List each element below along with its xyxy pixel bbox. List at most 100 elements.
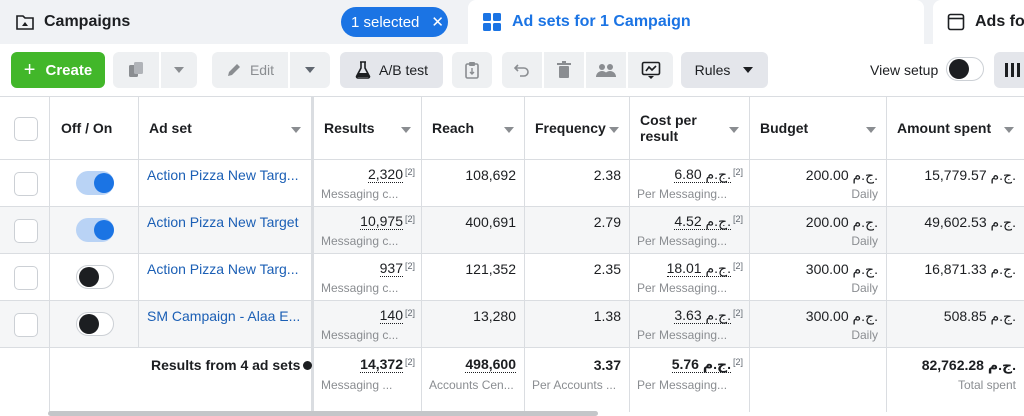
selected-count-pill[interactable]: 1 selected ✕ bbox=[341, 7, 448, 37]
results-type: Messaging c... bbox=[321, 187, 399, 201]
table-row[interactable]: Action Pizza New Targ... 937 [2] Messagi… bbox=[0, 254, 1024, 301]
view-setup-toggle[interactable] bbox=[946, 57, 984, 81]
edit-button[interactable]: Edit bbox=[212, 52, 288, 88]
ab-test-label: A/B test bbox=[378, 62, 429, 78]
adset-name-link[interactable]: Action Pizza New Targ... bbox=[147, 261, 299, 277]
cost-per-result-value[interactable]: 4.52 ج.م. bbox=[674, 213, 731, 230]
sort-icon[interactable] bbox=[609, 127, 619, 133]
total-results-value[interactable]: 14,372 bbox=[360, 356, 403, 373]
header-select-cell bbox=[0, 97, 50, 159]
table-row[interactable]: Action Pizza New Targ... 2,320 [2] Messa… bbox=[0, 160, 1024, 207]
sort-icon[interactable] bbox=[866, 127, 876, 133]
table-row[interactable]: Action Pizza New Target 10,975 [2] Messa… bbox=[0, 207, 1024, 254]
budget-value[interactable]: 300.00 ج.م. bbox=[805, 308, 878, 324]
cost-per-result-type: Per Messaging... bbox=[637, 187, 728, 201]
preview-button[interactable] bbox=[628, 52, 673, 88]
header-results[interactable]: Results bbox=[314, 97, 422, 159]
header-budget[interactable]: Budget bbox=[750, 97, 887, 159]
table-row[interactable]: SM Campaign - Alaa E... 140 [2] Messagin… bbox=[0, 301, 1024, 348]
results-type: Messaging c... bbox=[321, 328, 399, 342]
amount-spent-value: 49,602.53 ج.م. bbox=[924, 214, 1016, 230]
rules-button[interactable]: Rules bbox=[681, 52, 768, 88]
sort-icon[interactable] bbox=[1004, 127, 1014, 133]
header-results-label: Results bbox=[324, 120, 375, 136]
columns-button[interactable] bbox=[994, 52, 1024, 88]
audience-button[interactable] bbox=[586, 52, 626, 88]
adset-name-link[interactable]: SM Campaign - Alaa E... bbox=[147, 308, 301, 324]
header-adset[interactable]: Ad set bbox=[139, 97, 314, 159]
create-label: Create bbox=[45, 61, 93, 79]
row-checkbox[interactable] bbox=[14, 266, 38, 290]
toolbar: + Create Edit A/B test bbox=[0, 44, 1024, 96]
people-icon bbox=[596, 62, 616, 78]
total-amount-spent-type: Total spent bbox=[957, 378, 1016, 392]
total-cost-per-result-value[interactable]: 5.76 ج.م. bbox=[671, 356, 731, 373]
sort-icon[interactable] bbox=[504, 127, 514, 133]
header-frequency[interactable]: Frequency bbox=[525, 97, 630, 159]
adset-toggle[interactable] bbox=[76, 265, 114, 289]
footnote-ref: [2] bbox=[732, 357, 743, 367]
total-results-type: Messaging ... bbox=[321, 378, 393, 392]
sort-icon[interactable] bbox=[729, 127, 739, 133]
header-budget-label: Budget bbox=[760, 120, 809, 136]
cost-per-result-type: Per Messaging... bbox=[637, 234, 728, 248]
row-checkbox[interactable] bbox=[14, 172, 38, 196]
reach-value: 121,352 bbox=[465, 261, 516, 277]
cost-per-result-value[interactable]: 6.80 ج.م. bbox=[674, 166, 731, 183]
footnote-ref: [2] bbox=[732, 261, 743, 271]
frequency-value: 2.38 bbox=[593, 167, 621, 183]
chevron-down-icon bbox=[304, 66, 316, 74]
footnote-ref: [2] bbox=[404, 308, 415, 318]
results-value[interactable]: 2,320 bbox=[367, 166, 403, 183]
duplicate-button[interactable] bbox=[113, 52, 159, 88]
totals-label: Results from 4 ad sets bbox=[151, 357, 301, 373]
sort-icon[interactable] bbox=[401, 127, 411, 133]
footnote-ref: [2] bbox=[404, 357, 415, 367]
header-amount-spent[interactable]: Amount spent bbox=[887, 97, 1024, 159]
delete-button[interactable] bbox=[544, 52, 584, 88]
tab-campaigns-label: Campaigns bbox=[44, 13, 131, 30]
header-onoff-label: Off / On bbox=[61, 120, 113, 136]
edit-dropdown-button[interactable] bbox=[290, 52, 330, 88]
tab-ads[interactable]: Ads fo bbox=[933, 0, 1024, 44]
adset-name-link[interactable]: Action Pizza New Targ... bbox=[147, 167, 299, 183]
undo-icon bbox=[514, 62, 530, 78]
clipboard-button[interactable] bbox=[452, 52, 492, 88]
rules-label: Rules bbox=[694, 62, 731, 78]
selected-count-label: 1 selected bbox=[351, 13, 420, 31]
header-cost-per-result[interactable]: Cost per result bbox=[630, 97, 750, 159]
chevron-down-icon bbox=[173, 66, 185, 74]
results-value[interactable]: 140 bbox=[379, 307, 403, 324]
horizontal-scrollbar[interactable] bbox=[48, 411, 598, 416]
cost-per-result-value[interactable]: 3.63 ج.م. bbox=[674, 307, 731, 324]
budget-value[interactable]: 200.00 ج.م. bbox=[805, 214, 878, 230]
undo-button[interactable] bbox=[502, 52, 542, 88]
adset-toggle[interactable] bbox=[76, 171, 114, 195]
total-reach-value[interactable]: 498,600 bbox=[465, 356, 516, 373]
row-checkbox[interactable] bbox=[14, 219, 38, 243]
adset-toggle[interactable] bbox=[76, 312, 114, 336]
header-adset-label: Ad set bbox=[149, 120, 192, 136]
results-value[interactable]: 10,975 bbox=[360, 213, 403, 230]
sort-icon[interactable] bbox=[291, 127, 301, 133]
header-reach[interactable]: Reach bbox=[422, 97, 525, 159]
create-button[interactable]: + Create bbox=[11, 52, 105, 88]
select-all-checkbox[interactable] bbox=[14, 117, 38, 141]
ab-test-button[interactable]: A/B test bbox=[340, 52, 443, 88]
adset-name-link[interactable]: Action Pizza New Target bbox=[147, 214, 299, 230]
duplicate-dropdown-button[interactable] bbox=[161, 52, 197, 88]
table-header: Off / On Ad set Results Reach Frequency … bbox=[0, 96, 1024, 160]
toggle-knob bbox=[94, 220, 114, 240]
budget-type: Daily bbox=[851, 328, 878, 342]
frequency-value: 2.79 bbox=[593, 214, 621, 230]
budget-value[interactable]: 200.00 ج.م. bbox=[805, 167, 878, 183]
cost-per-result-value[interactable]: 18.01 ج.م. bbox=[666, 260, 731, 277]
close-icon[interactable]: ✕ bbox=[431, 14, 444, 31]
row-checkbox[interactable] bbox=[14, 313, 38, 337]
tab-campaigns[interactable]: Campaigns 1 selected ✕ bbox=[0, 0, 462, 44]
budget-value[interactable]: 300.00 ج.م. bbox=[805, 261, 878, 277]
results-value[interactable]: 937 bbox=[379, 260, 403, 277]
tab-adsets[interactable]: Ad sets for 1 Campaign bbox=[468, 0, 924, 44]
adset-toggle[interactable] bbox=[76, 218, 114, 242]
info-icon[interactable] bbox=[303, 361, 313, 370]
